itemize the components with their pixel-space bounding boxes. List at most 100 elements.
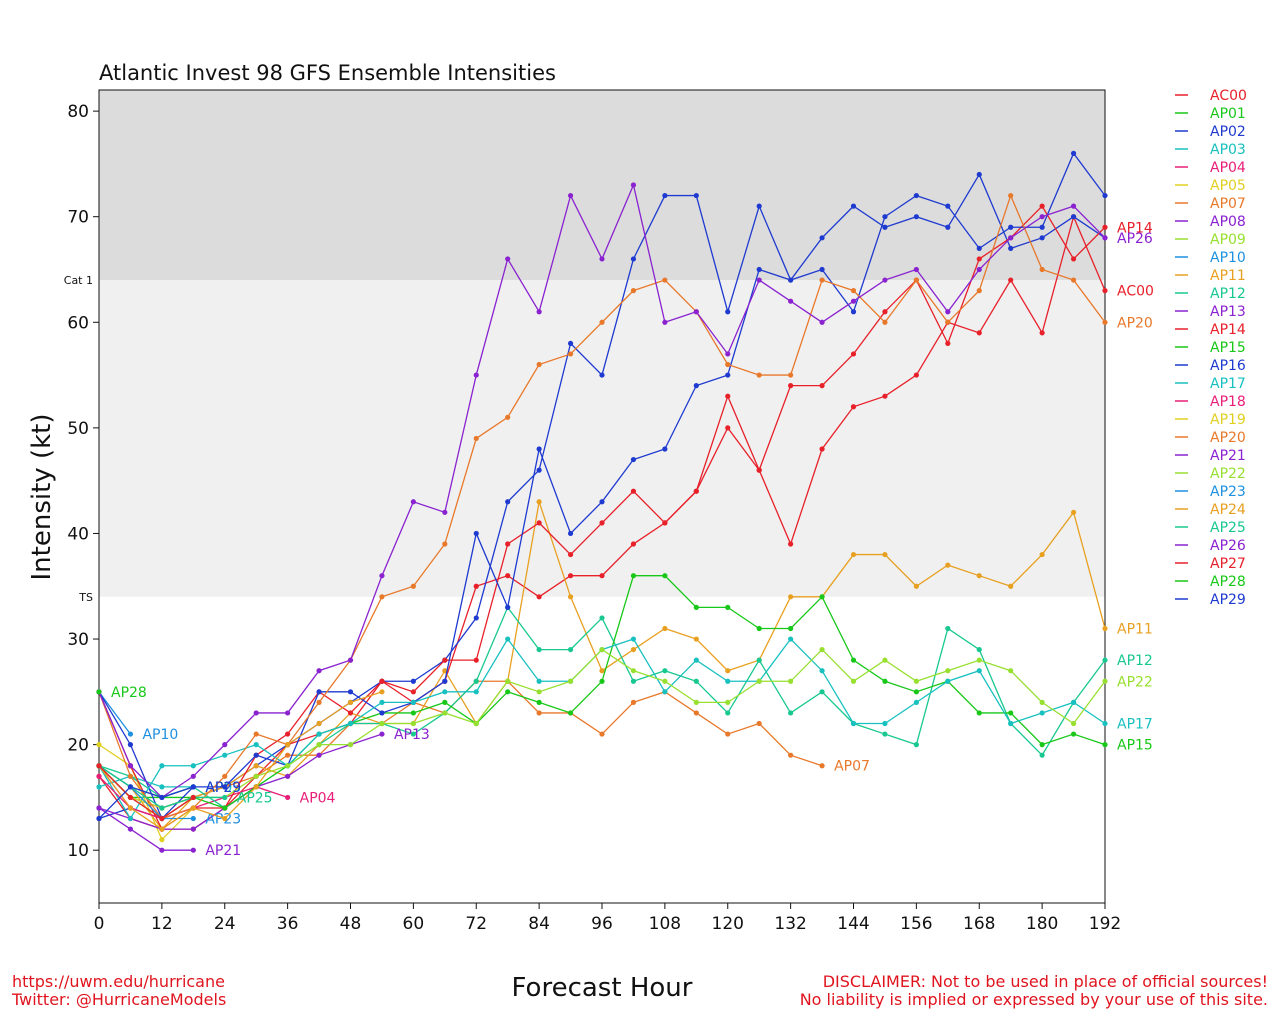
series-end-label: AP25	[237, 790, 273, 806]
data-point	[253, 784, 259, 790]
data-point	[442, 509, 448, 515]
data-point	[410, 678, 416, 684]
data-point	[882, 214, 888, 220]
data-point	[630, 699, 637, 705]
data-point	[725, 731, 731, 737]
data-point	[567, 192, 574, 199]
data-point	[285, 794, 291, 801]
data-point	[819, 594, 825, 600]
data-point	[976, 668, 982, 674]
data-point	[285, 752, 291, 758]
data-point	[536, 594, 542, 600]
data-point	[693, 309, 699, 315]
data-point	[913, 192, 919, 199]
data-point	[693, 657, 699, 663]
chart-title: Atlantic Invest 98 GFS Ensemble Intensit…	[99, 61, 556, 85]
legend-item-ap29: AP29	[1175, 592, 1246, 608]
data-point	[505, 541, 511, 547]
data-point	[536, 467, 542, 473]
data-point	[945, 678, 951, 684]
legend-label: AP23	[1210, 484, 1246, 500]
data-point	[347, 742, 354, 748]
data-point	[1070, 214, 1077, 220]
data-point	[1039, 551, 1045, 558]
data-point	[536, 646, 542, 653]
data-point	[788, 594, 794, 600]
data-point	[630, 288, 637, 294]
data-point	[662, 192, 668, 199]
data-point	[913, 678, 919, 684]
disclaimer-line-1: DISCLAIMER: Not to be used in place of o…	[822, 972, 1268, 991]
data-point	[567, 340, 574, 347]
data-point	[756, 277, 762, 283]
data-point	[159, 847, 165, 853]
x-tick-label: 24	[214, 914, 236, 934]
series-ap12: AP12	[96, 604, 1153, 811]
data-point	[945, 340, 951, 347]
legend-item-ac00: AC00	[1175, 88, 1247, 104]
data-point	[1102, 235, 1108, 241]
data-point	[819, 446, 825, 452]
x-tick-label: 180	[1026, 914, 1058, 934]
legend-item-ap23: AP23	[1175, 484, 1246, 500]
data-point	[913, 742, 919, 748]
data-point	[442, 541, 448, 547]
data-point	[505, 256, 511, 262]
data-point	[96, 805, 102, 811]
legend-label: AP19	[1210, 412, 1246, 428]
data-point	[725, 361, 731, 368]
data-point	[788, 298, 794, 304]
series-end-label: AP29	[205, 780, 241, 796]
data-point	[882, 277, 888, 283]
data-point	[599, 372, 605, 378]
x-tick-label: 156	[900, 914, 932, 934]
legend-label: AP22	[1210, 466, 1246, 482]
data-point	[316, 742, 322, 748]
series-end-label: AP04	[300, 790, 336, 806]
data-point	[505, 678, 511, 684]
data-point	[1102, 319, 1108, 325]
data-point	[630, 668, 637, 674]
data-point	[536, 520, 542, 526]
data-point	[159, 826, 165, 832]
series-end-label: AP20	[1117, 315, 1153, 331]
legend-label: AP01	[1210, 106, 1246, 122]
disclaimer-line-2: No liability is implied or expressed by …	[799, 990, 1268, 1009]
credit-url[interactable]: https://uwm.edu/hurricane	[12, 972, 225, 991]
data-point	[379, 573, 385, 579]
data-point	[1039, 710, 1045, 716]
legend-item-ap07: AP07	[1175, 196, 1246, 212]
data-point	[1039, 330, 1045, 336]
legend-item-ap02: AP02	[1175, 124, 1246, 140]
series-ap28: AP28	[96, 685, 147, 701]
data-point	[1039, 742, 1045, 748]
data-point	[190, 794, 196, 801]
data-point	[222, 752, 228, 758]
data-point	[976, 266, 982, 273]
credit-twitter[interactable]: Twitter: @HurricaneModels	[12, 990, 227, 1009]
data-point	[127, 763, 134, 769]
data-point	[725, 309, 731, 315]
data-point	[253, 731, 259, 737]
data-point	[473, 657, 479, 663]
data-point	[442, 668, 448, 674]
data-point	[190, 826, 196, 832]
data-point	[788, 636, 794, 642]
data-point	[913, 583, 919, 589]
data-point	[190, 763, 196, 769]
data-point	[1070, 509, 1077, 515]
data-point	[410, 699, 416, 705]
data-point	[222, 773, 228, 779]
legend-item-ap18: AP18	[1175, 394, 1246, 410]
data-point	[630, 541, 637, 547]
data-point	[850, 309, 857, 315]
data-point	[379, 689, 385, 695]
x-tick-label: 48	[340, 914, 362, 934]
data-point	[379, 678, 385, 684]
data-point	[693, 383, 699, 389]
data-point	[725, 393, 731, 399]
legend-label: AP10	[1210, 250, 1246, 266]
x-tick-label: 60	[403, 914, 425, 934]
data-point	[473, 678, 479, 684]
data-point	[536, 678, 542, 684]
